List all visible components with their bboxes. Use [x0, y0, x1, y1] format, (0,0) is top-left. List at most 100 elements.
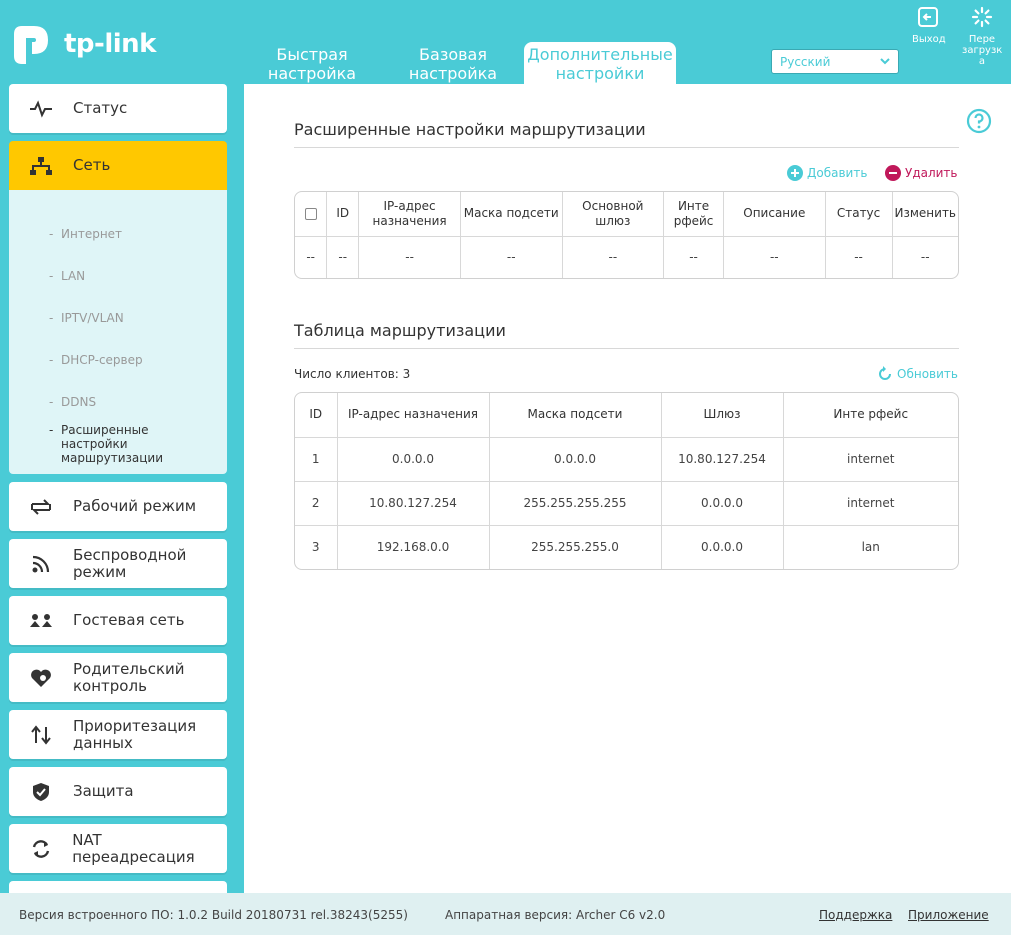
- table-cell: internet: [783, 437, 958, 482]
- subitem-label: Интернет: [61, 227, 123, 241]
- refresh-button[interactable]: Обновить: [877, 366, 958, 382]
- table-row: 3 192.168.0.0 255.255.255.0 0.0.0.0 lan: [295, 525, 958, 569]
- network-icon: [9, 156, 73, 176]
- reboot-label: Пере загрузк а: [962, 34, 1003, 67]
- table-cell: --: [825, 236, 893, 278]
- table-cell: --: [920, 249, 930, 264]
- subitem-iptv[interactable]: - IPTV/VLAN: [49, 311, 124, 325]
- logout-label: Выход: [912, 34, 946, 45]
- subitem-label: IPTV/VLAN: [61, 311, 124, 325]
- table-cell: 0.0.0.0: [489, 437, 662, 482]
- table-cell: --: [723, 236, 826, 278]
- subitem-label: DHCP-сервер: [61, 353, 143, 367]
- tp-link-logo[interactable]: tp-link: [8, 20, 156, 68]
- table-cell: 0.0.0.0: [661, 481, 784, 526]
- header: tp-link Быстрая настройка Базовая настро…: [0, 0, 1011, 84]
- column-header: Инте рфейс: [663, 192, 724, 237]
- sidebar-item-nat[interactable]: NAT переадресация: [9, 824, 227, 873]
- priority-arrows-icon: [9, 724, 73, 745]
- client-count: Число клиентов: 3: [294, 367, 411, 381]
- delete-label: Удалить: [905, 166, 958, 180]
- tab-advanced[interactable]: Дополнительные настройки: [524, 42, 676, 84]
- reboot-button[interactable]: Пере загрузк а: [962, 6, 1002, 67]
- column-header: ID: [326, 192, 360, 237]
- column-header: Маска подсети: [489, 393, 662, 438]
- table-cell: 3: [295, 525, 338, 569]
- table-cell: 255.255.255.0: [489, 525, 662, 569]
- sidebar-item-status[interactable]: Статус: [9, 84, 227, 133]
- table-cell: 10.80.127.254: [661, 437, 784, 482]
- advanced-routing-table: ID IP-адрес назначения Маска подсети Осн…: [294, 191, 959, 279]
- select-all-cell: [295, 192, 328, 237]
- tab-quick-setup[interactable]: Быстрая настройка: [267, 45, 357, 83]
- tab-basic[interactable]: Базовая настройка: [408, 45, 498, 83]
- subitem-lan[interactable]: - LAN: [49, 269, 86, 283]
- column-header: IP-адрес назначения: [358, 192, 461, 237]
- sidebar-item-label: Беспроводной режим: [73, 545, 187, 581]
- table-cell: --: [663, 236, 724, 278]
- network-submenu: - Интернет - LAN - IPTV/VLAN - DHCP-сервер -…: [9, 190, 227, 474]
- table-cell: internet: [783, 481, 958, 526]
- plus-icon: [787, 165, 803, 181]
- subitem-label: Расширенные настройки маршрутизации: [61, 423, 164, 465]
- table-cell: 0.0.0.0: [661, 525, 784, 569]
- sidebar-item-qos[interactable]: Приоритезация данных: [9, 710, 227, 759]
- table-cell: 0.0.0.0: [337, 437, 490, 482]
- nat-icon: [9, 838, 72, 860]
- table-cell: 2: [295, 481, 338, 526]
- hardware-version: Аппаратная версия: Archer C6 v2.0: [445, 908, 666, 922]
- sidebar-item-operation-mode[interactable]: Рабочий режим: [9, 482, 227, 531]
- reboot-icon: [962, 6, 1002, 31]
- sidebar-item-label: Защита: [73, 782, 134, 800]
- main-tabs: Быстрая настройка Базовая настройка Допо…: [258, 42, 709, 84]
- advanced-routing-title: Расширенные настройки маршрутизации: [294, 120, 646, 139]
- table-row: 1 0.0.0.0 0.0.0.0 10.80.127.254 internet: [295, 437, 958, 482]
- subitem-label: LAN: [61, 269, 86, 283]
- pulse-icon: [9, 99, 73, 118]
- add-button[interactable]: Добавить: [787, 165, 867, 181]
- mode-switch-icon: [9, 498, 73, 516]
- logout-icon: [912, 6, 944, 31]
- sidebar-item-label: Рабочий режим: [73, 497, 197, 515]
- brand-name: tp-link: [64, 29, 156, 59]
- routing-table: ID IP-адрес назначения Маска подсети Шлю…: [294, 392, 959, 570]
- column-header: Описание: [723, 192, 826, 237]
- table-cell: 255.255.255.255: [489, 481, 662, 526]
- column-header: IP-адрес назначения: [337, 393, 490, 438]
- table-cell: --: [358, 236, 461, 278]
- select-all-checkbox[interactable]: [304, 207, 317, 220]
- table-cell: 1: [295, 437, 338, 482]
- main-content: Расширенные настройки маршрутизации Доба…: [244, 84, 1011, 893]
- firmware-version: Версия встроенного ПО: 1.0.2 Build 20180…: [19, 908, 408, 922]
- sidebar-item-label: Статус: [73, 99, 128, 117]
- sidebar-item-label: Гостевая сеть: [73, 611, 185, 629]
- table-cell: --: [326, 236, 360, 278]
- sidebar-item-network[interactable]: Сеть: [9, 141, 227, 190]
- sidebar-item-wireless[interactable]: Беспроводной режим: [9, 539, 227, 588]
- sidebar: Статус Сеть - Интернет - LAN - IPTV/VLAN -D…: [0, 84, 244, 935]
- table-cell: --: [562, 236, 665, 278]
- sidebar-item-label: Приоритезация данных: [73, 716, 197, 752]
- table-cell: lan: [861, 539, 880, 554]
- subitem-ddns[interactable]: - DDNS: [49, 395, 97, 409]
- column-header: Шлюз: [661, 393, 784, 438]
- subitem-internet[interactable]: - Интернет: [49, 227, 123, 241]
- help-icon[interactable]: [966, 108, 992, 138]
- subitem-advanced-routing[interactable]: - Расширенные настройки маршрутизации: [49, 423, 164, 465]
- delete-button[interactable]: Удалить: [885, 165, 958, 181]
- sidebar-item-guest[interactable]: Гостевая сеть: [9, 596, 227, 645]
- logo-mark-icon: [8, 20, 56, 68]
- wireless-icon: [9, 554, 73, 574]
- language-select[interactable]: Русский: [771, 49, 899, 74]
- support-link[interactable]: Поддержка: [819, 908, 893, 922]
- app-link[interactable]: Приложение: [908, 908, 989, 922]
- sidebar-item-parental[interactable]: Родительский контроль: [9, 653, 227, 702]
- subitem-label: DDNS: [61, 395, 97, 409]
- divider: [294, 348, 959, 349]
- logout-button[interactable]: Выход: [912, 6, 946, 45]
- shield-icon: [9, 782, 73, 802]
- table-header-row: ID IP-адрес назначения Маска подсети Шлю…: [295, 393, 958, 438]
- subitem-dhcp[interactable]: - DHCP-сервер: [49, 353, 143, 367]
- column-header: Статус: [825, 192, 893, 237]
- sidebar-item-security[interactable]: Защита: [9, 767, 227, 816]
